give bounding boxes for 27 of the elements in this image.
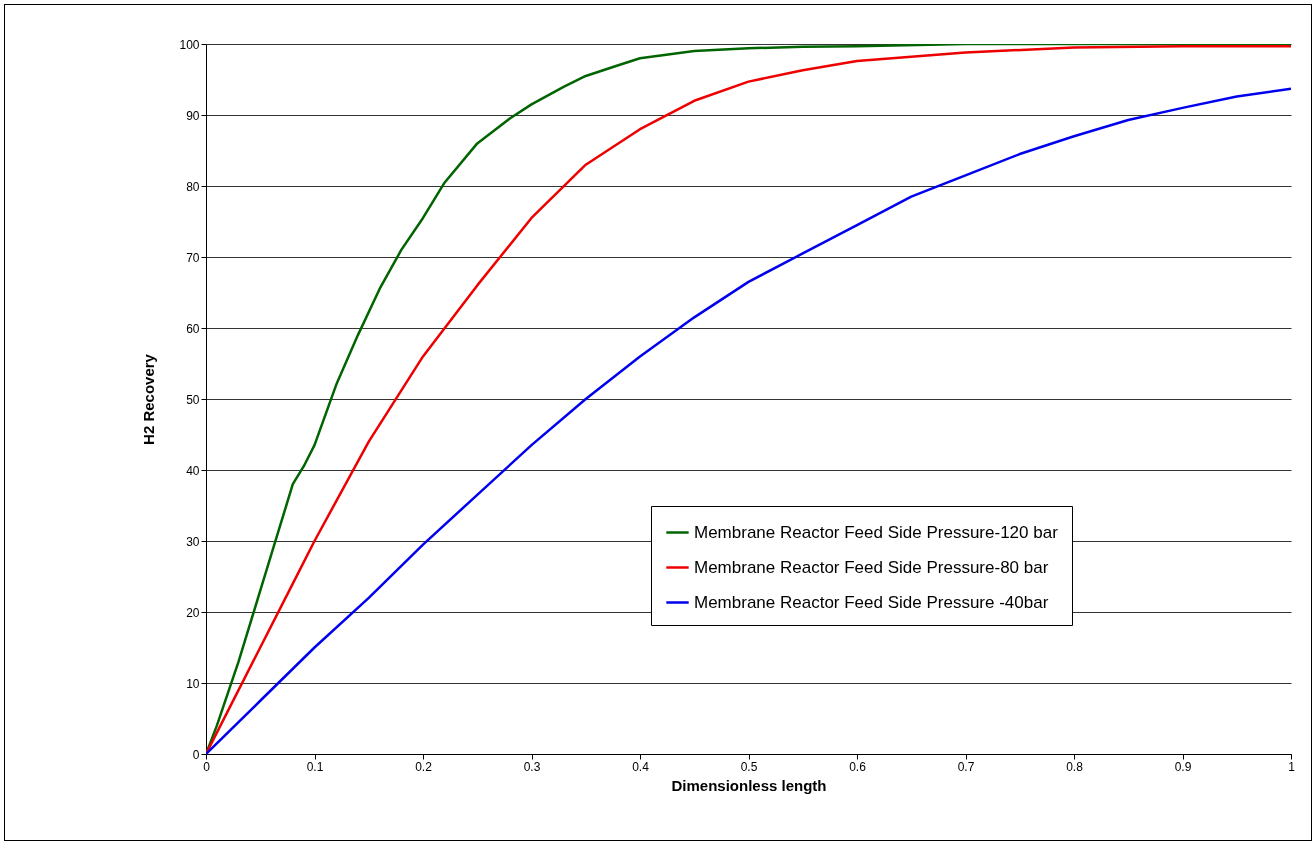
y-tick-label: 100 (179, 37, 200, 52)
legend-label: Membrane Reactor Feed Side Pressure-80 bar (694, 557, 1049, 577)
y-tick-label: 90 (186, 108, 200, 123)
x-tick-label: 0.8 (1066, 759, 1084, 774)
x-tick-label: 1 (1288, 759, 1296, 774)
y-tick-label: 30 (186, 534, 200, 549)
y-tick-label: 50 (186, 392, 200, 407)
y-tick-label: 80 (186, 179, 200, 194)
x-tick-label: 0.3 (523, 759, 541, 774)
x-tick-label: 0.5 (740, 759, 758, 774)
x-tick-label: 0 (203, 759, 211, 774)
x-tick-label: 0.2 (415, 759, 433, 774)
y-tick-label: 10 (186, 676, 200, 691)
x-tick-label: 0.1 (306, 759, 324, 774)
x-tick-label: 0.4 (632, 759, 650, 774)
x-tick-label: 0.9 (1174, 759, 1192, 774)
y-tick-label: 60 (186, 321, 200, 336)
legend-label: Membrane Reactor Feed Side Pressure-120 bar (694, 522, 1059, 542)
x-tick-label: 0.7 (957, 759, 975, 774)
x-tick-label: 0.6 (849, 759, 867, 774)
x-axis-title: Dimensionless length (671, 776, 827, 794)
legend-label: Membrane Reactor Feed Side Pressure -40bar (694, 592, 1049, 612)
y-tick-label: 40 (186, 463, 200, 478)
y-tick-label: 70 (186, 250, 200, 265)
y-tick-label: 20 (186, 605, 200, 620)
y-tick-label: 0 (192, 747, 200, 762)
y-axis-title: H2 Recovery (140, 353, 158, 445)
